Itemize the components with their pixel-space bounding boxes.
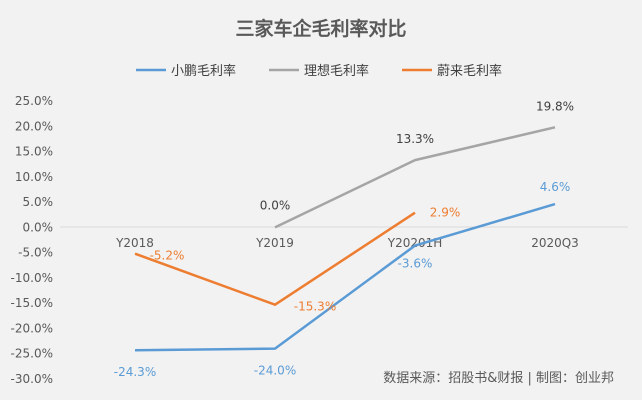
- y-tick-label: -20.0%: [11, 321, 53, 335]
- y-tick-label: 10.0%: [15, 170, 53, 184]
- data-label: -24.0%: [254, 364, 296, 378]
- x-tick-label: 2020Q3: [531, 236, 579, 250]
- x-tick-label: Y20201H: [387, 236, 443, 250]
- y-tick-label: -30.0%: [11, 372, 53, 386]
- y-tick-label: 5.0%: [23, 195, 54, 209]
- data-label: 19.8%: [536, 99, 574, 113]
- y-tick-label: 20.0%: [15, 119, 53, 133]
- x-tick-label: Y2018: [115, 236, 154, 250]
- y-tick-label: 15.0%: [15, 145, 53, 159]
- data-label: -24.3%: [114, 365, 156, 379]
- legend-label: 小鹏毛利率: [171, 63, 236, 79]
- y-tick-label: -15.0%: [11, 296, 53, 310]
- y-tick-label: 25.0%: [15, 94, 53, 108]
- legend: 小鹏毛利率 理想毛利率 蔚来毛利率: [136, 63, 502, 79]
- data-label: 4.6%: [540, 180, 571, 194]
- y-tick-label: 0.0%: [23, 220, 54, 234]
- chart-title: 三家车企毛利率对比: [235, 17, 406, 40]
- nio-margin-line: [134, 211, 416, 306]
- data-label: 0.0%: [260, 198, 291, 212]
- legend-label: 理想毛利率: [304, 63, 369, 79]
- lixiang-margin-line: [274, 126, 556, 229]
- y-axis: 25.0% 20.0% 15.0% 10.0% 5.0% 0.0% -5.0% -10.0% -…: [11, 94, 53, 386]
- data-labels: -24.3% -24.0% -3.6% 4.6% 0.0% 13.3% 19.8% -5.2%…: [114, 99, 574, 379]
- data-label: -3.6%: [398, 257, 433, 271]
- data-label: 2.9%: [430, 206, 461, 220]
- x-axis: Y2018 Y2019 Y20201H 2020Q3: [115, 236, 579, 250]
- data-label: 13.3%: [396, 132, 434, 146]
- x-tick-label: Y2019: [255, 236, 294, 250]
- y-tick-label: -5.0%: [18, 246, 53, 260]
- series-layer: [134, 126, 556, 352]
- data-label: -5.2%: [150, 249, 185, 263]
- source-note: 数据来源：招股书&财报 | 制图：创业邦: [383, 371, 614, 386]
- data-label: -15.3%: [294, 300, 336, 314]
- y-tick-label: -25.0%: [11, 347, 53, 361]
- xpeng-margin-line: [134, 202, 556, 352]
- y-tick-label: -10.0%: [11, 271, 53, 285]
- legend-label: 蔚来毛利率: [437, 63, 502, 79]
